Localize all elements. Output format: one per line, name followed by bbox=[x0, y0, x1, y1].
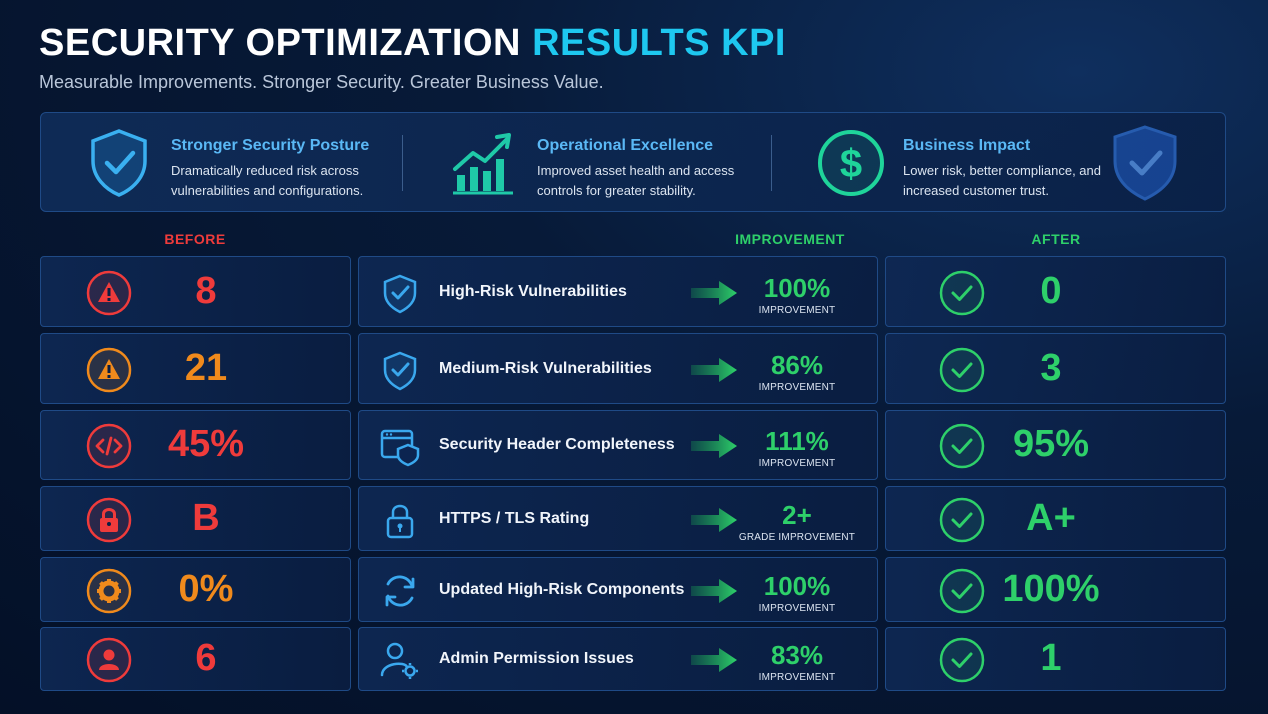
after-card: 1 bbox=[885, 627, 1226, 691]
banner-item-desc: Dramatically reduced risk across vulnera… bbox=[171, 163, 364, 198]
page-subtitle: Measurable Improvements. Stronger Securi… bbox=[39, 72, 604, 92]
metric-card: Admin Permission Issues 83% IMPROVEMENT bbox=[358, 627, 878, 691]
column-header-after: AFTER bbox=[1031, 231, 1081, 247]
metric-card: High-Risk Vulnerabilities 100% IMPROVEME… bbox=[358, 256, 878, 327]
metric-label: Admin Permission Issues bbox=[439, 650, 634, 667]
metric-card: Updated High-Risk Components 100% IMPROV… bbox=[358, 557, 878, 622]
before-value: 8 bbox=[195, 269, 217, 312]
dollar-icon: $ bbox=[818, 130, 884, 196]
banner-item-desc: Improved asset health and access control… bbox=[537, 163, 735, 198]
before-card: 45% bbox=[40, 410, 351, 480]
shield-check-icon bbox=[383, 274, 417, 313]
check-circle-icon bbox=[939, 497, 985, 542]
before-card: B bbox=[40, 486, 351, 551]
improvement-value: 83% bbox=[770, 640, 824, 670]
before-value: B bbox=[192, 496, 220, 539]
metric-label: HTTPS / TLS Rating bbox=[439, 509, 590, 527]
improvement-label: IMPROVEMENT bbox=[758, 672, 836, 683]
after-value: 0 bbox=[1040, 269, 1062, 312]
metric-card: HTTPS / TLS Rating 2+ GRADE IMPROVEMENT bbox=[358, 486, 878, 551]
banner-item-title: Stronger Security Posture bbox=[171, 137, 370, 154]
after-value: 3 bbox=[1040, 346, 1062, 389]
shield-check-icon bbox=[383, 351, 417, 390]
growth-chart-icon bbox=[453, 133, 513, 195]
before-card: 6 bbox=[40, 627, 351, 691]
check-circle-icon bbox=[939, 270, 985, 315]
column-header-before: BEFORE bbox=[164, 231, 226, 247]
after-value: 100% bbox=[1002, 567, 1100, 610]
before-card: 0% bbox=[40, 557, 351, 622]
banner-divider bbox=[771, 135, 772, 191]
metric-label: Security Header Completeness bbox=[439, 436, 675, 453]
lock-icon bbox=[386, 504, 414, 538]
improvement-label: IMPROVEMENT bbox=[758, 458, 836, 469]
arrow-right-icon bbox=[691, 578, 737, 603]
improvement-value: 111% bbox=[765, 426, 829, 456]
after-value: 1 bbox=[1040, 637, 1062, 679]
improvement-value: 2+ bbox=[782, 499, 812, 530]
decorative-shield-icon bbox=[1113, 125, 1177, 201]
after-card: 3 bbox=[885, 333, 1226, 404]
after-value: A+ bbox=[1026, 496, 1076, 539]
arrow-right-icon bbox=[691, 434, 737, 458]
improvement-value: 100% bbox=[763, 272, 831, 303]
gear-icon bbox=[86, 568, 132, 613]
after-card: 100% bbox=[885, 557, 1226, 622]
arrow-right-icon bbox=[691, 280, 737, 305]
browser-shield-icon bbox=[380, 429, 420, 467]
column-header-improvement: IMPROVEMENT bbox=[735, 231, 845, 247]
improvement-label: IMPROVEMENT bbox=[758, 304, 836, 316]
svg-text:$: $ bbox=[840, 142, 862, 186]
warning-icon bbox=[86, 347, 132, 392]
before-value: 21 bbox=[184, 346, 228, 389]
metric-label: Updated High-Risk Components bbox=[439, 580, 685, 598]
banner-item-title: Operational Excellence bbox=[537, 137, 714, 154]
before-value: 45% bbox=[167, 423, 245, 465]
improvement-value: 100% bbox=[763, 570, 831, 601]
metric-card: Security Header Completeness 111% IMPROV… bbox=[358, 410, 878, 480]
before-card: 21 bbox=[40, 333, 351, 404]
arrow-right-icon bbox=[691, 507, 737, 532]
user-gear-icon bbox=[380, 642, 418, 679]
code-icon bbox=[86, 423, 132, 469]
lock-icon bbox=[86, 497, 132, 542]
arrow-right-icon bbox=[691, 357, 737, 382]
improvement-label: IMPROVEMENT bbox=[758, 381, 836, 393]
before-value: 6 bbox=[195, 637, 217, 679]
check-circle-icon bbox=[939, 423, 985, 469]
improvement-label: GRADE IMPROVEMENT bbox=[738, 531, 856, 543]
improvement-value: 86% bbox=[770, 349, 824, 380]
banner-divider bbox=[402, 135, 403, 191]
before-value: 0% bbox=[178, 567, 234, 610]
metric-label: High-Risk Vulnerabilities bbox=[439, 282, 627, 300]
after-card: 95% bbox=[885, 410, 1226, 480]
arrow-right-icon bbox=[691, 648, 737, 672]
check-circle-icon bbox=[939, 568, 985, 613]
warning-icon bbox=[86, 270, 132, 315]
shield-check-icon bbox=[91, 129, 147, 197]
title-accent: RESULTS KPI bbox=[532, 22, 786, 64]
benefits-banner: Stronger Security Posture Dramatically r… bbox=[40, 112, 1226, 212]
after-card: A+ bbox=[885, 486, 1226, 551]
check-circle-icon bbox=[939, 637, 985, 683]
page-title: SECURITY OPTIMIZATION RESULTS KPI bbox=[39, 22, 786, 65]
user-icon bbox=[86, 637, 132, 683]
banner-item-desc: Lower risk, better compliance, and incre… bbox=[903, 163, 1101, 198]
after-card: 0 bbox=[885, 256, 1226, 327]
after-value: 95% bbox=[1012, 423, 1090, 465]
title-main: SECURITY OPTIMIZATION bbox=[39, 22, 533, 64]
metric-card: Medium-Risk Vulnerabilities 86% IMPROVEM… bbox=[358, 333, 878, 404]
check-circle-icon bbox=[939, 347, 985, 392]
banner-item-title: Business Impact bbox=[903, 137, 1031, 154]
refresh-icon bbox=[385, 574, 415, 607]
improvement-label: IMPROVEMENT bbox=[758, 602, 836, 614]
metric-label: Medium-Risk Vulnerabilities bbox=[439, 359, 652, 377]
before-card: 8 bbox=[40, 256, 351, 327]
